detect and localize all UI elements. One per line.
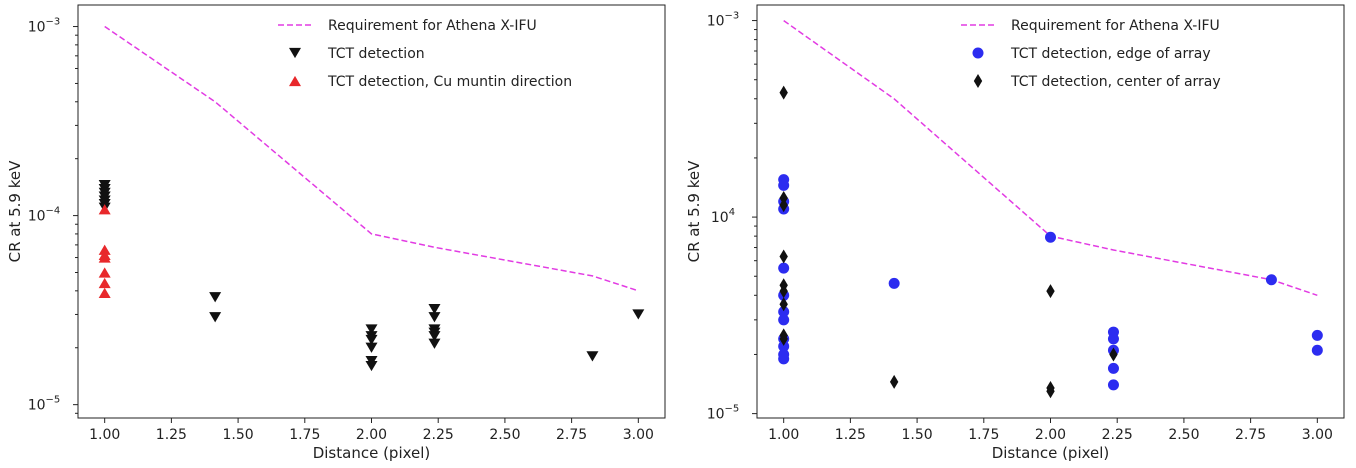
series-1 bbox=[98, 179, 645, 372]
legend-marker-swatch bbox=[973, 74, 983, 88]
x-axis: 1.00 1.25 1.50 1.75 2.00 2.25 2.50 2.75 3.00 Dist… bbox=[768, 418, 1333, 462]
x-tick-label: 2.50 bbox=[1168, 427, 1199, 443]
x-tick-label: 1.75 bbox=[968, 427, 999, 443]
x-tick-label: 2.00 bbox=[356, 427, 387, 443]
data-point bbox=[778, 353, 790, 365]
data-point bbox=[1311, 329, 1323, 341]
x-axis-label: Distance (pixel) bbox=[992, 444, 1110, 462]
data-point bbox=[1109, 347, 1118, 362]
x-tick-label: 1.25 bbox=[835, 427, 866, 443]
data-point bbox=[778, 340, 790, 352]
legend-label: Requirement for Athena X-IFU bbox=[1011, 18, 1220, 34]
data-point bbox=[98, 204, 111, 215]
x-tick-label: 2.25 bbox=[423, 427, 454, 443]
x-axis: 1.00 1.25 1.50 1.75 2.00 2.25 2.50 2.75 3.00 Dist… bbox=[89, 418, 654, 462]
x-tick-label: 3.00 bbox=[623, 427, 654, 443]
data-point bbox=[1265, 274, 1277, 286]
y-tick-label: 10−5 bbox=[707, 404, 740, 423]
x-tick-label: 2.75 bbox=[1235, 427, 1266, 443]
x-tick-label: 1.00 bbox=[768, 427, 799, 443]
y-axis: 10−3 10−4 10−5 CR at 5.9 keV bbox=[6, 17, 78, 414]
data-point bbox=[778, 306, 790, 318]
y-tick-label: 10−4 bbox=[28, 206, 61, 225]
data-point bbox=[1045, 231, 1056, 243]
x-tick-label: 1.50 bbox=[223, 427, 254, 443]
legend-label: TCT detection bbox=[327, 46, 425, 62]
data-point bbox=[365, 324, 378, 335]
legend-label: TCT detection, Cu muntin direction bbox=[327, 74, 572, 90]
y-tick-label: 10−3 bbox=[707, 11, 740, 30]
legend-marker-swatch bbox=[289, 75, 301, 87]
data-point bbox=[209, 312, 222, 323]
data-point bbox=[778, 262, 790, 274]
data-point bbox=[888, 277, 900, 289]
legend-marker-swatch bbox=[972, 47, 984, 59]
series-0 bbox=[104, 25, 639, 292]
data-point bbox=[1046, 284, 1055, 299]
y-tick-label: 10−5 bbox=[28, 395, 61, 414]
data-point bbox=[1311, 344, 1323, 356]
legend-label: TCT detection, center of array bbox=[1010, 74, 1221, 90]
series-2 bbox=[98, 204, 111, 299]
data-point bbox=[98, 252, 111, 263]
data-point bbox=[98, 267, 111, 278]
series-1 bbox=[778, 174, 1323, 391]
data-point bbox=[209, 292, 222, 303]
data-point bbox=[779, 85, 788, 100]
data-point bbox=[778, 179, 790, 191]
data-point bbox=[1107, 362, 1119, 374]
x-tick-label: 2.50 bbox=[489, 427, 520, 443]
x-tick-label: 1.50 bbox=[902, 427, 933, 443]
data-point bbox=[778, 314, 790, 326]
x-axis-label: Distance (pixel) bbox=[313, 444, 431, 462]
x-tick-label: 2.25 bbox=[1102, 427, 1133, 443]
legend-marker-swatch bbox=[289, 47, 301, 59]
data-point bbox=[586, 351, 599, 362]
data-point bbox=[428, 338, 441, 349]
x-tick-label: 2.75 bbox=[556, 427, 587, 443]
right-chart: 1.00 1.25 1.50 1.75 2.00 2.25 2.50 2.75 3.00 Dist… bbox=[685, 4, 1345, 462]
data-point bbox=[428, 331, 441, 342]
data-point bbox=[1107, 379, 1119, 391]
requirement-line bbox=[783, 19, 1318, 297]
requirement-line bbox=[104, 25, 639, 292]
x-tick-label: 1.25 bbox=[156, 427, 187, 443]
x-tick-label: 1.75 bbox=[289, 427, 320, 443]
left-chart: 1.00 1.25 1.50 1.75 2.00 2.25 2.50 2.75 3.00 Dist… bbox=[6, 4, 666, 462]
data-point bbox=[1046, 384, 1055, 399]
y-axis: 10−3 104 10−5 CR at 5.9 keV bbox=[685, 11, 757, 423]
x-tick-label: 3.00 bbox=[1302, 427, 1333, 443]
y-tick-label: 10−3 bbox=[28, 17, 61, 36]
data-point bbox=[889, 374, 899, 389]
plot-frame bbox=[756, 4, 1345, 419]
data-point bbox=[428, 304, 441, 315]
data-point bbox=[365, 334, 378, 346]
legend: Requirement for Athena X-IFU TCT detectio… bbox=[278, 18, 572, 90]
data-point bbox=[1107, 333, 1119, 345]
y-axis-label: CR at 5.9 keV bbox=[685, 160, 703, 263]
data-point bbox=[428, 312, 441, 323]
data-point bbox=[365, 360, 378, 372]
x-tick-label: 2.00 bbox=[1035, 427, 1066, 443]
x-tick-label: 1.00 bbox=[89, 427, 120, 443]
data-point bbox=[632, 309, 645, 320]
y-axis-label: CR at 5.9 keV bbox=[6, 160, 24, 263]
legend-label: TCT detection, edge of array bbox=[1010, 46, 1211, 62]
series-0 bbox=[783, 19, 1318, 297]
data-point bbox=[779, 249, 788, 264]
series-2 bbox=[779, 85, 1118, 399]
data-point bbox=[98, 287, 111, 299]
data-point bbox=[98, 244, 111, 255]
data-point bbox=[365, 342, 378, 353]
legend-label: Requirement for Athena X-IFU bbox=[328, 18, 537, 34]
right-chart-panel: 1.00 1.25 1.50 1.75 2.00 2.25 2.50 2.75 3.00 Dist… bbox=[678, 0, 1356, 468]
data-point bbox=[98, 277, 111, 289]
y-tick-label: 104 bbox=[711, 207, 735, 226]
legend: Requirement for Athena X-IFU TCT detectio… bbox=[961, 18, 1221, 90]
left-chart-panel: 1.00 1.25 1.50 1.75 2.00 2.25 2.50 2.75 3.00 Dist… bbox=[6, 4, 666, 462]
